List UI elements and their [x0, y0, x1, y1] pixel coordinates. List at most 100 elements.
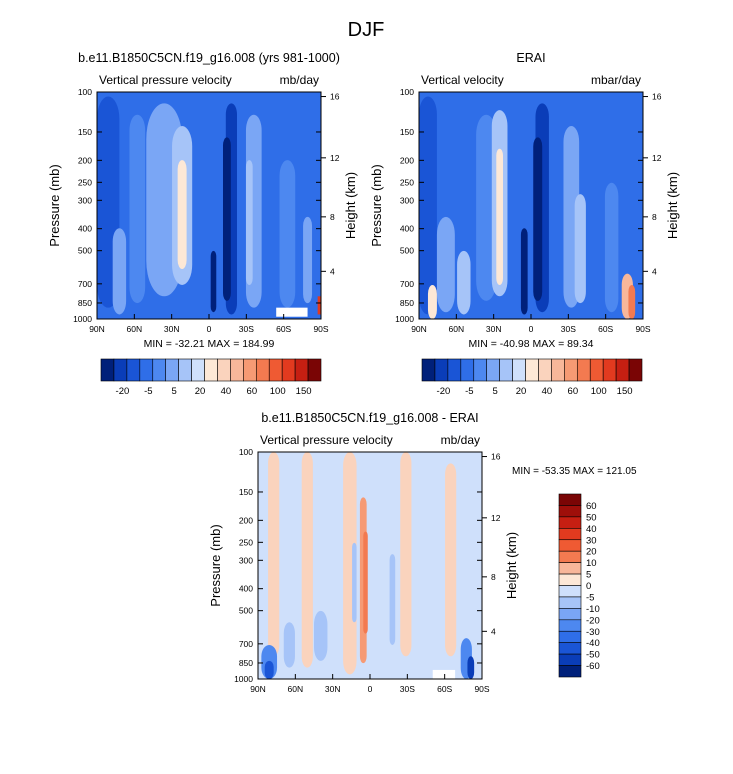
panel-erai: ERAI Vertical velocity mbar/day 100 150 200 25… — [369, 51, 680, 350]
field-contour — [352, 542, 357, 623]
height-tick-label: 12 — [330, 153, 340, 163]
colorbar-box — [512, 358, 526, 382]
colorbar-label: 40 — [221, 386, 232, 397]
field-contour — [268, 452, 280, 657]
colorbar-box — [421, 358, 436, 382]
lat-tick-label: 30N — [486, 324, 502, 334]
colorbar-box — [558, 528, 582, 541]
colorbar-box — [486, 358, 500, 382]
colorbar-label: 150 — [296, 386, 312, 397]
colorbar-box — [165, 358, 179, 382]
colorbar-box — [558, 619, 582, 632]
field-contour — [419, 96, 437, 315]
pressure-tick-label: 150 — [400, 127, 414, 137]
height-tick-label: 12 — [491, 513, 501, 523]
pressure-tick-label: 300 — [400, 195, 414, 205]
page-title: DJF — [348, 19, 385, 41]
lat-tick-label: 30S — [239, 324, 254, 334]
y2-axis-title: Height (km) — [343, 172, 358, 239]
colorbar-box — [551, 358, 565, 382]
pressure-tick-label: 700 — [400, 279, 414, 289]
field-patch — [276, 307, 308, 317]
field-contour — [574, 194, 586, 304]
lat-tick-label: 30N — [164, 324, 180, 334]
y2-axis-title: Height (km) — [665, 172, 680, 239]
height-tick-label: 8 — [330, 212, 335, 222]
field-contour — [210, 250, 217, 313]
field-patch — [317, 296, 321, 315]
y-axis-title: Pressure (mb) — [369, 164, 384, 246]
colorbar-label: 40 — [542, 386, 553, 397]
field-contour — [112, 228, 127, 315]
height-tick-label: 12 — [652, 153, 662, 163]
colorbar-label: 20 — [586, 547, 597, 558]
colorbar-label: -10 — [586, 604, 600, 615]
pressure-tick-label: 200 — [78, 155, 92, 165]
min-max-stats: MIN = -32.21 MAX = 184.99 — [144, 338, 275, 350]
colorbar-box — [589, 358, 604, 382]
colorbar-label: -5 — [465, 386, 473, 397]
plot-area — [258, 452, 482, 679]
lat-tick-label: 30S — [561, 324, 576, 334]
colorbar-label: 50 — [586, 512, 597, 523]
colorbar-box — [576, 358, 591, 382]
variable-label: Vertical pressure velocity — [99, 73, 232, 87]
colorbar-box — [558, 493, 582, 506]
colorbar-label: 40 — [586, 524, 597, 535]
field-contour — [279, 160, 296, 308]
colorbar-label: 100 — [270, 386, 286, 397]
height-tick-label: 16 — [652, 92, 662, 102]
lat-tick-label: 60N — [288, 684, 304, 694]
colorbar-label: -5 — [144, 386, 152, 397]
colorbar-label: 30 — [586, 535, 597, 546]
lat-tick-label: 30N — [325, 684, 341, 694]
lat-tick-label: 90S — [635, 324, 650, 334]
units-label: mb/day — [441, 433, 480, 447]
field-contour — [520, 228, 528, 315]
colorbar-box — [558, 653, 582, 666]
field-contour — [628, 284, 636, 319]
field-background — [258, 452, 482, 679]
pressure-tick-label: 500 — [78, 246, 92, 256]
colorbar-box — [243, 358, 257, 382]
colorbar-box — [473, 358, 488, 382]
field-contour — [314, 610, 328, 661]
lat-tick-label: 60S — [598, 324, 613, 334]
colorbar-box — [230, 358, 244, 382]
colorbar-box — [558, 585, 582, 598]
pressure-tick-label: 250 — [400, 177, 414, 187]
colorbar-label: 20 — [195, 386, 206, 397]
colorbar-label: 60 — [247, 386, 258, 397]
pressure-tick-label: 200 — [400, 155, 414, 165]
colorbar-label: 5 — [493, 386, 498, 397]
lat-tick-label: 0 — [529, 324, 534, 334]
colorbar-label: 20 — [516, 386, 527, 397]
colorbar-box — [499, 358, 513, 382]
colorbar-box — [558, 562, 582, 575]
field-contour — [177, 160, 187, 270]
height-tick-label: 4 — [491, 626, 496, 636]
panels: b.e11.B1850C5CN.f19_g16.008 (yrs 981-100… — [47, 51, 680, 694]
panel-title: b.e11.B1850C5CN.f19_g16.008 (yrs 981-100… — [78, 51, 340, 65]
plot-area — [97, 92, 321, 319]
colorbar-box — [178, 358, 192, 382]
colorbar-box — [100, 358, 115, 382]
colorbar-box — [139, 358, 154, 382]
colorbar-box — [191, 358, 205, 382]
lat-tick-label: 90N — [89, 324, 105, 334]
colorbar-label: -20 — [586, 615, 600, 626]
pressure-tick-label: 1000 — [73, 314, 92, 324]
height-tick-label: 4 — [330, 266, 335, 276]
pressure-tick-label: 400 — [400, 224, 414, 234]
pressure-tick-label: 300 — [239, 555, 253, 565]
field-contour — [457, 250, 471, 315]
colorbar-top-2: -20 -5 5 20 40 60 100 150 — [421, 358, 643, 397]
colorbar-box — [558, 630, 582, 643]
lat-tick-label: 30S — [400, 684, 415, 694]
field-patch — [432, 669, 456, 679]
pressure-tick-label: 400 — [78, 224, 92, 234]
colorbar-box — [255, 358, 270, 382]
panel-diff: b.e11.B1850C5CN.f19_g16.008 - ERAI Vertic… — [208, 411, 637, 694]
colorbar-label: 10 — [586, 558, 597, 569]
